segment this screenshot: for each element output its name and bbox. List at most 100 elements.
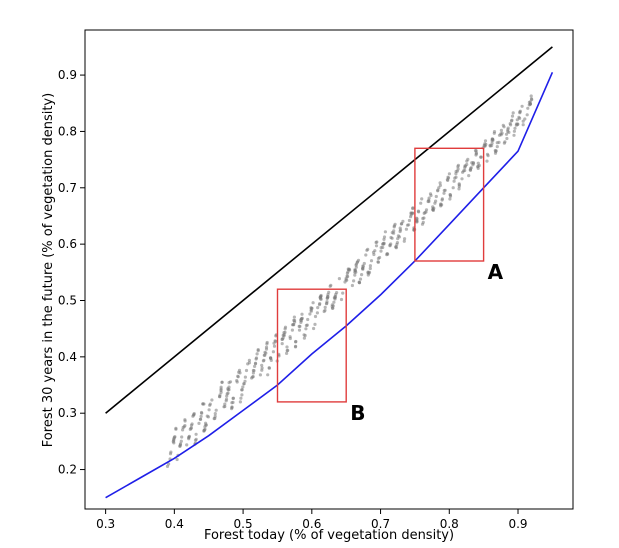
scatter-point	[447, 172, 451, 176]
scatter-point	[448, 197, 452, 201]
scatter-point	[502, 125, 506, 129]
scatter-point	[368, 266, 372, 271]
scatter-point	[476, 164, 480, 168]
scatter-point	[476, 161, 480, 165]
scatter-point	[266, 373, 270, 377]
scatter-point	[220, 380, 224, 384]
scatter-point	[318, 302, 322, 306]
x-tick-label: 0.9	[508, 517, 527, 531]
scatter-point	[330, 303, 334, 307]
scatter-point	[330, 306, 335, 310]
scatter-point	[292, 323, 296, 327]
scatter-point	[353, 273, 357, 277]
scatter-point	[510, 114, 515, 118]
scatter-point	[421, 216, 425, 221]
scatter-point	[231, 396, 235, 400]
scatter-point	[288, 336, 292, 341]
scatter-point	[265, 342, 269, 346]
scatter-point	[283, 327, 287, 331]
scatter-point	[507, 130, 511, 134]
scatter-point	[350, 283, 354, 288]
x-tick-label: 0.5	[234, 517, 253, 531]
scatter-point	[185, 443, 189, 447]
scatter-point	[446, 175, 450, 179]
scatter-point	[254, 357, 258, 361]
scatter-point	[366, 247, 370, 251]
scatter-point	[325, 296, 330, 300]
scatter-point	[341, 291, 345, 295]
scatter-point	[461, 170, 465, 174]
scatter-point	[411, 206, 415, 210]
scatter-point	[504, 132, 509, 136]
scatter-point	[483, 142, 487, 146]
scatter-point	[218, 394, 222, 399]
scatter-point	[294, 340, 298, 344]
scatter-point	[465, 159, 469, 163]
scatter-point	[456, 167, 460, 171]
scatter-point	[407, 218, 411, 223]
x-axis-title: Forest today (% of vegetation density)	[204, 528, 454, 543]
scatter-point	[171, 440, 175, 444]
scatter-point	[313, 322, 317, 326]
scatter-point	[272, 341, 276, 345]
y-tick-label: 0.3	[58, 406, 77, 420]
scatter-point	[199, 410, 204, 415]
scatter-point	[451, 186, 455, 190]
scatter-point	[285, 345, 289, 349]
scatter-point	[404, 227, 408, 231]
scatter-point	[376, 260, 380, 264]
scatter-point	[473, 149, 478, 153]
y-tick-label: 0.2	[58, 463, 77, 477]
scatter-point	[189, 426, 193, 430]
scatter-point	[346, 267, 350, 271]
scatter-point	[521, 123, 525, 127]
scatter-point	[438, 181, 442, 185]
scatter-point	[407, 223, 411, 227]
scatter-point	[183, 424, 187, 428]
x-tick-label: 0.4	[165, 517, 184, 531]
scatter-point	[191, 414, 195, 418]
scatter-point	[332, 300, 336, 304]
x-tick-label: 0.3	[96, 517, 115, 531]
scatter-point	[390, 231, 394, 235]
scatter-point	[360, 273, 364, 277]
scatter-point	[290, 328, 294, 332]
scatter-point	[292, 315, 296, 319]
scatter-point	[214, 408, 218, 412]
scatter-point	[383, 230, 387, 234]
scatter-point	[411, 211, 415, 215]
scatter-point	[179, 439, 183, 443]
scatter-point	[379, 249, 383, 253]
scatter-point	[509, 123, 513, 127]
scatter-point	[427, 198, 431, 202]
scatter-point	[521, 119, 525, 123]
scatter-point	[302, 336, 306, 340]
scatter-point	[294, 344, 298, 348]
scatter-point	[300, 316, 304, 320]
scatter-point	[389, 235, 393, 240]
scatter-point	[483, 139, 488, 143]
scatter-point	[300, 312, 304, 316]
scatter-point	[178, 444, 182, 448]
region-a-label: A	[488, 260, 504, 284]
scatter-point	[456, 163, 460, 167]
scatter-point	[253, 361, 258, 365]
scatter-point	[396, 234, 400, 238]
scatter-point	[255, 352, 259, 356]
scatter-point	[256, 348, 260, 352]
scatter-point	[460, 177, 464, 181]
scatter-point	[329, 283, 333, 287]
scatter-point	[485, 159, 489, 163]
scatter-point	[213, 412, 217, 416]
scatter-point	[382, 237, 386, 241]
scatter-point	[251, 371, 255, 375]
scatter-point	[421, 220, 425, 224]
scatter-point	[520, 104, 524, 108]
scatter-point	[262, 358, 266, 362]
scatter-point	[207, 408, 211, 412]
scatter-point	[333, 295, 337, 299]
scatter-point	[424, 210, 428, 214]
scatter-point	[353, 270, 357, 274]
scatter-point	[240, 388, 244, 392]
